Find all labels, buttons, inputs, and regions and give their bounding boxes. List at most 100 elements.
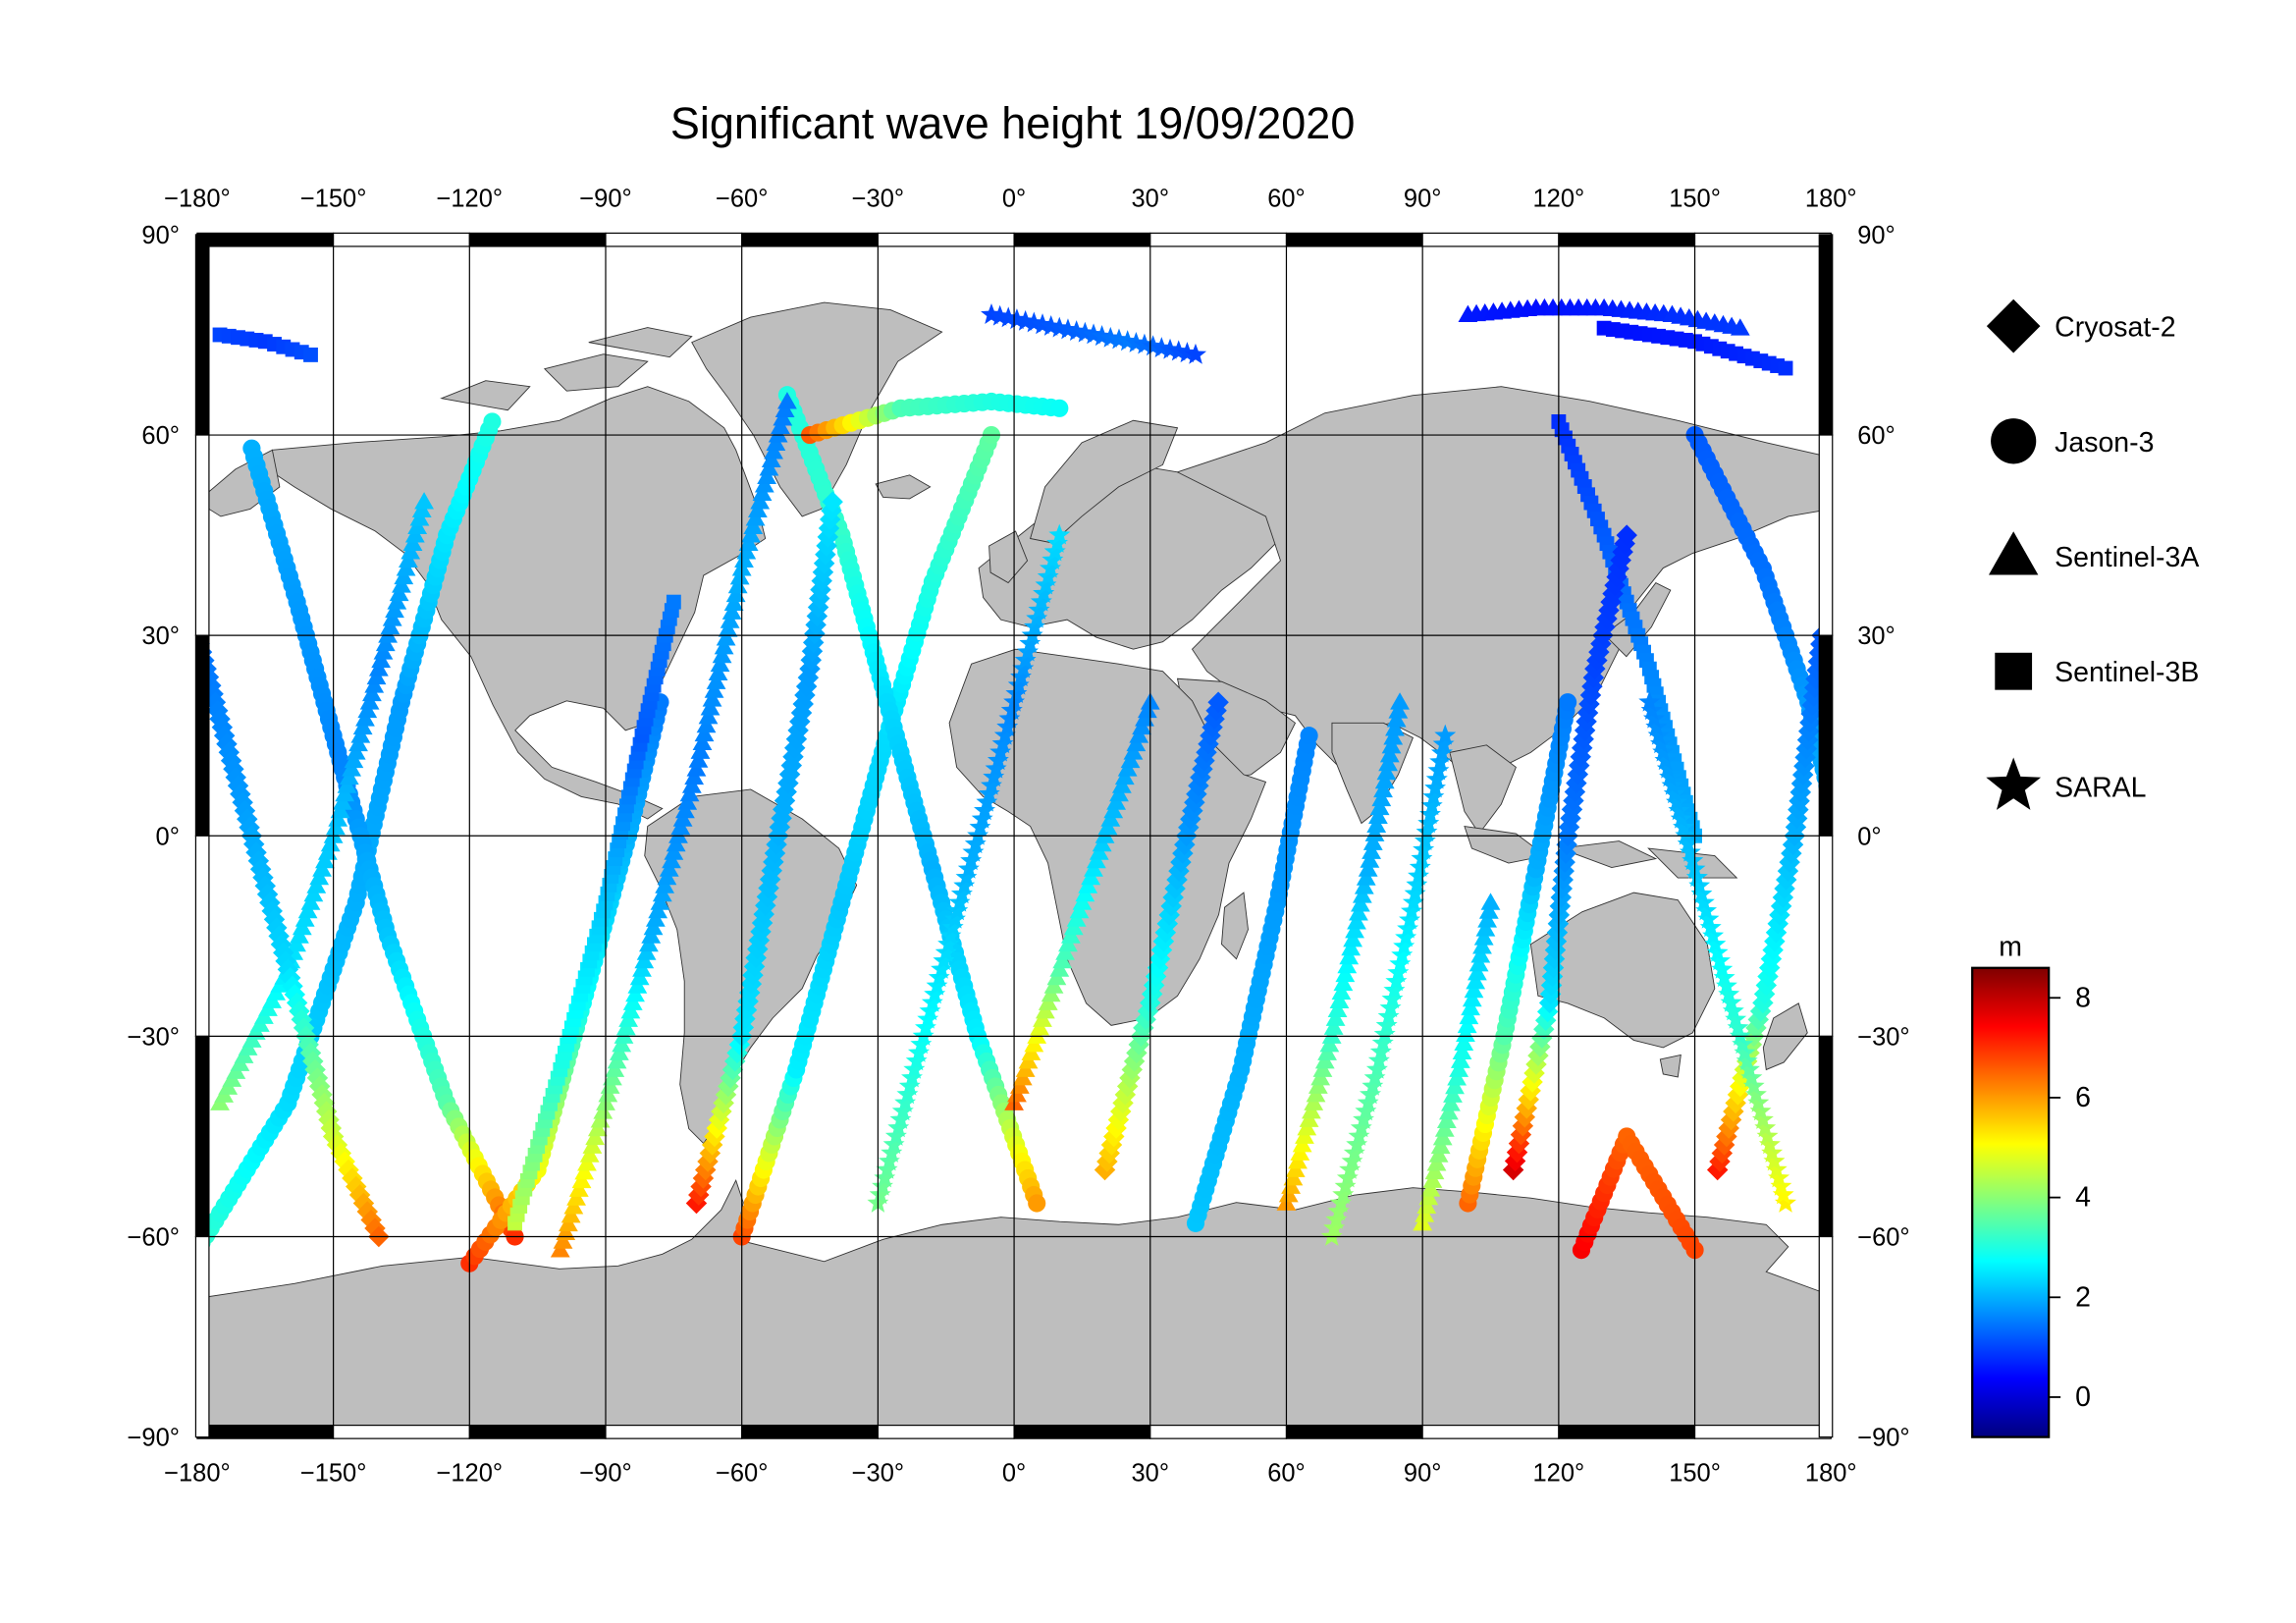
track-point	[568, 1179, 589, 1197]
lon-tick-label-top: −150°	[300, 185, 367, 212]
track-point	[1738, 1057, 1760, 1079]
indochina-landmass	[1449, 744, 1517, 835]
track-point	[1341, 938, 1362, 956]
legend-label: Cryosat-2	[2055, 312, 2175, 344]
greenland-landmass	[691, 301, 943, 517]
track-point	[1417, 812, 1440, 834]
track-point	[874, 1166, 896, 1188]
lon-tick-label-bottom: 150°	[1669, 1460, 1721, 1488]
track-point	[414, 492, 434, 510]
track-8	[1572, 1127, 1704, 1260]
track-point	[1430, 1136, 1451, 1155]
colorbar-unit: m	[1999, 932, 2022, 963]
track-point	[869, 1183, 891, 1205]
track-point	[1424, 1162, 1445, 1180]
track-point	[955, 866, 978, 888]
track-point	[1339, 1158, 1362, 1179]
track-point	[1390, 692, 1410, 710]
asia-landmass	[1176, 386, 1832, 780]
track-point	[561, 1205, 581, 1223]
diamond-legend-marker	[1986, 298, 2041, 353]
track-19	[1596, 320, 1793, 376]
lat-tick-label-right: 30°	[1857, 622, 1896, 650]
track-point	[1702, 924, 1725, 946]
track-point	[1729, 1024, 1751, 1046]
track-point	[1135, 1008, 1156, 1031]
track-point	[1325, 1008, 1346, 1026]
track-point	[1395, 926, 1417, 947]
track-point	[1343, 1141, 1365, 1163]
track-point	[915, 1016, 936, 1038]
track-point	[1445, 1076, 1465, 1095]
track-point	[971, 807, 993, 829]
lon-tick-label-top: 90°	[1404, 185, 1442, 212]
frame-bars	[194, 232, 1834, 1439]
track-point	[297, 1034, 319, 1055]
track-point	[1415, 1205, 1435, 1222]
track-point	[1727, 1016, 1749, 1038]
satellite-legend: Cryosat-2 Jason-3 Sentinel-3A Sentinel-3B SA…	[1986, 298, 2199, 810]
track-point	[969, 816, 991, 838]
track-point	[483, 412, 502, 431]
track-point	[1740, 1066, 1763, 1088]
track-point	[1713, 966, 1735, 988]
track-point	[917, 1007, 939, 1029]
track-point	[1349, 903, 1368, 921]
track-point	[1371, 788, 1392, 807]
legend-item-sentinel-3a: Sentinel-3A	[1988, 531, 2199, 575]
legend-label: Sentinel-3A	[2055, 542, 2199, 573]
track-point	[1331, 982, 1352, 1001]
track-point	[967, 824, 989, 845]
track-point	[556, 1222, 576, 1240]
track-point	[1041, 549, 1064, 570]
track-point	[209, 708, 231, 730]
colorbar-tick-label: 8	[2075, 982, 2091, 1013]
track-16	[212, 327, 318, 362]
track-point	[1035, 573, 1057, 595]
track-point	[1436, 1110, 1457, 1129]
frame-bar-top	[196, 232, 335, 247]
track-26	[867, 523, 1071, 1213]
track-point	[1359, 1083, 1382, 1105]
frame-bar-right	[1818, 1035, 1834, 1238]
track-5	[800, 392, 1069, 445]
track-point	[725, 584, 746, 603]
track-point	[1670, 807, 1692, 829]
frame-bar-left	[194, 434, 210, 636]
track-point	[1427, 759, 1450, 781]
track-point	[882, 1133, 905, 1155]
frame-bar-top	[333, 232, 470, 247]
colorbar-tick-label: 2	[2075, 1281, 2091, 1313]
track-point	[1645, 716, 1668, 737]
chart-title: Significant wave height 19/09/2020	[670, 98, 1355, 148]
legend-label: SARAL	[2055, 772, 2146, 803]
track-4	[777, 386, 1046, 1213]
track-point	[309, 1075, 331, 1098]
scandinavia-landmass	[1030, 419, 1179, 544]
track-point	[692, 732, 713, 751]
lon-tick-label-top: −180°	[164, 185, 231, 212]
lon-tick-label-bottom: −60°	[716, 1460, 768, 1488]
track-6	[1186, 727, 1318, 1232]
track-point	[259, 892, 281, 914]
track-point	[1732, 1033, 1754, 1055]
track-point	[1720, 991, 1742, 1012]
track-point	[718, 1075, 739, 1098]
lat-tick-label-right: −90°	[1857, 1425, 1909, 1452]
track-point	[1751, 1108, 1774, 1129]
track-point	[1422, 785, 1445, 807]
track-point	[1409, 855, 1431, 877]
track-point	[896, 1083, 919, 1105]
track-point	[698, 707, 719, 725]
track-point	[1699, 916, 1722, 938]
track-point	[1467, 963, 1487, 981]
track-point	[1341, 1150, 1363, 1171]
track-point	[1452, 1042, 1472, 1059]
track-point	[1668, 799, 1690, 821]
track-13	[1276, 692, 1410, 1211]
track-25	[981, 302, 1207, 364]
frame-bar-top	[1558, 232, 1696, 247]
lon-tick-label-bottom: −30°	[852, 1460, 904, 1488]
track-point	[1386, 710, 1407, 728]
track-point	[1185, 343, 1207, 364]
